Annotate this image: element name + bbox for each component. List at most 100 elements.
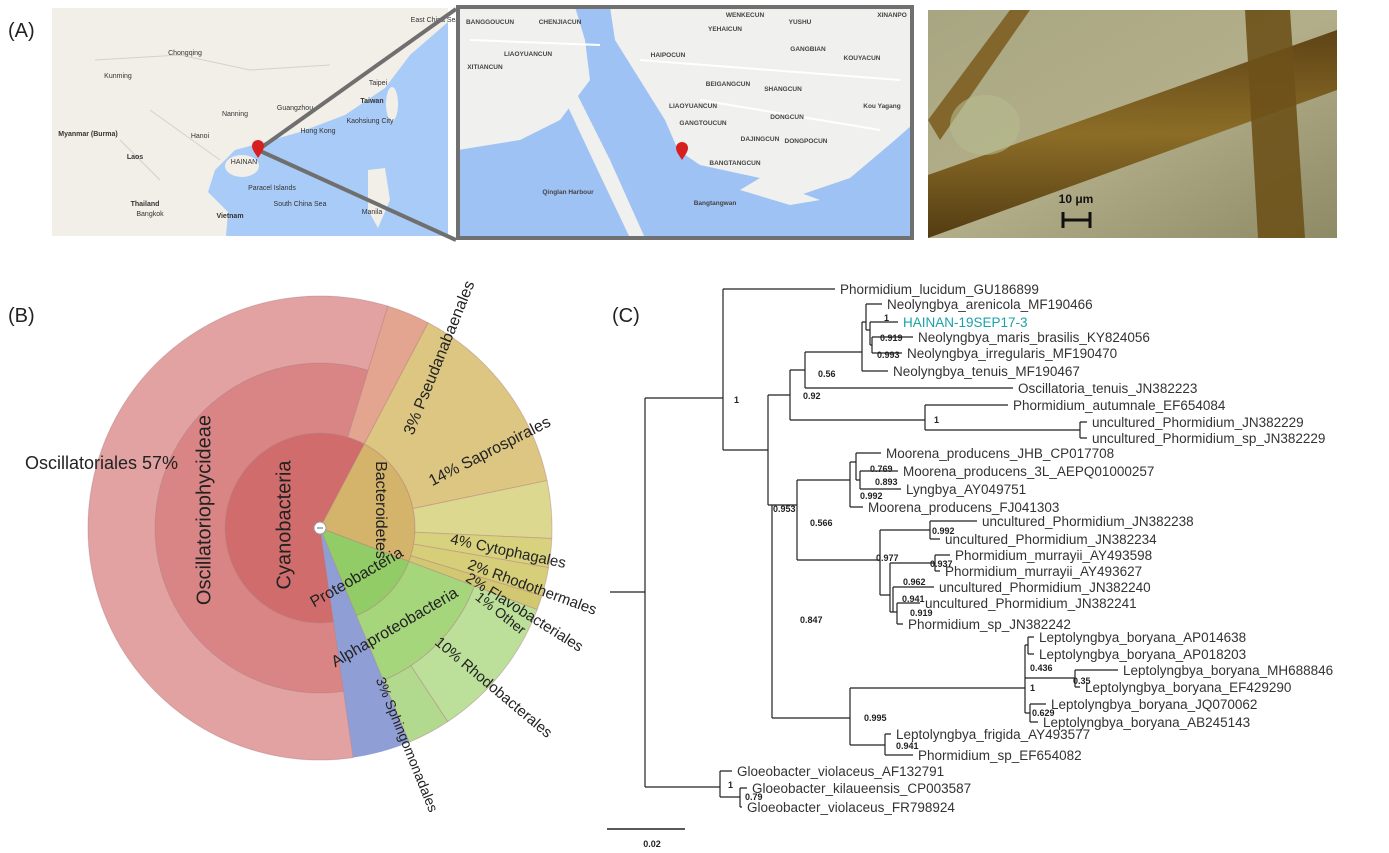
- taxon-label: Moorena_producens_FJ041303: [868, 500, 1059, 515]
- taxon-label: Phormidium_lucidum_GU186899: [840, 282, 1039, 297]
- place-label: Kaohsiung City: [346, 118, 394, 125]
- place-label: KOUYACUN: [844, 55, 881, 62]
- support-value: 0.847: [800, 615, 823, 625]
- taxon-label: Neolyngbya_irregularis_MF190470: [907, 346, 1117, 361]
- sunburst-label: Cyanobacteria: [273, 460, 295, 590]
- taxon-label: uncultured_Phormidium_JN382234: [945, 532, 1157, 547]
- place-label: Nanning: [222, 111, 248, 118]
- taxon-label: Neolyngbya_tenuis_MF190467: [893, 364, 1080, 379]
- debris: [950, 95, 1020, 155]
- support-value: 1: [884, 313, 889, 323]
- support-value: 0.566: [810, 518, 833, 528]
- support-value: 0.436: [1030, 663, 1053, 673]
- place-label: DONGPOCUN: [785, 138, 828, 145]
- place-label: Vietnam: [216, 213, 243, 220]
- tree-scale-label: 0.02: [643, 839, 661, 848]
- support-value: 0.35: [1073, 676, 1091, 686]
- place-label: XITIANCUN: [467, 64, 503, 71]
- support-value: 0.56: [818, 369, 836, 379]
- taxon-label: Oscillatoria_tenuis_JN382223: [1018, 381, 1197, 396]
- island: [386, 87, 398, 121]
- panel-label: (A): [8, 20, 35, 42]
- support-value: 0.993: [877, 350, 900, 360]
- taxon-label: Moorena_producens_3L_AEPQ01000257: [903, 464, 1154, 479]
- support-value: 1: [934, 415, 939, 425]
- place-label: SHANGCUN: [764, 86, 802, 93]
- scale-bar-label: 10 μm: [1059, 192, 1094, 206]
- support-value: 0.769: [870, 464, 893, 474]
- place-label: XINANPO: [877, 12, 907, 19]
- place-label: LIAOYUANCUN: [504, 51, 552, 58]
- place-label: Bangkok: [136, 211, 164, 218]
- micrograph: [928, 10, 1337, 238]
- taxon-label: Gloeobacter_kilaueensis_CP003587: [752, 781, 971, 796]
- taxon-label: uncultured_Phormidium_JN382241: [925, 596, 1137, 611]
- place-label: Thailand: [131, 201, 160, 208]
- place-label: Kou Yagang: [863, 103, 900, 110]
- place-label: Paracel Islands: [248, 185, 296, 192]
- place-label: South China Sea: [274, 201, 327, 208]
- support-value: 0.992: [932, 526, 955, 536]
- taxon-label: HAINAN-19SEP17-3: [903, 315, 1028, 330]
- panel-label: (B): [8, 305, 35, 327]
- place-label: Qinglan Harbour: [542, 189, 594, 196]
- place-label: BEIGANGCUN: [706, 81, 751, 88]
- taxon-label: Leptolyngbya_boryana_EF429290: [1085, 680, 1291, 695]
- taxon-label: Moorena_producens_JHB_CP017708: [886, 446, 1114, 461]
- place-label: Hong Kong: [300, 128, 335, 135]
- sunburst-label: Oscillatoriophycideae: [193, 415, 215, 605]
- taxon-label: Leptolyngbya_boryana_AP014638: [1039, 630, 1246, 645]
- taxon-label: Gloeobacter_violaceus_AF132791: [737, 764, 944, 779]
- taxon-label: Leptolyngbya_boryana_JQ070062: [1051, 697, 1257, 712]
- place-label: BANGGOUCUN: [466, 19, 514, 26]
- support-value: 0.919: [880, 333, 903, 343]
- taxon-label: uncultured_Phormidium_sp_JN382229: [1092, 431, 1325, 446]
- sunburst-label: Bacteroidetes: [372, 461, 389, 559]
- place-label: HAIPOCUN: [651, 52, 686, 59]
- support-value: 0.995: [864, 713, 887, 723]
- support-value: 0.977: [876, 553, 899, 563]
- panel-label: (C): [612, 305, 640, 327]
- support-value: 0.79: [745, 792, 763, 802]
- support-value: 0.992: [860, 491, 883, 501]
- taxon-label: Phormidium_sp_EF654082: [918, 748, 1082, 763]
- place-label: Kunming: [104, 73, 132, 80]
- place-label: BANGTANGCUN: [709, 160, 760, 167]
- taxon-label: Lyngbya_AY049751: [906, 482, 1026, 497]
- place-label: Myanmar (Burma): [58, 131, 118, 138]
- figure: (A) East China SeaKunmingChongqingNannin…: [0, 0, 1389, 848]
- place-label: Laos: [127, 154, 143, 161]
- support-value: 0.937: [930, 559, 953, 569]
- place-label: YEHAICUN: [708, 26, 742, 33]
- support-value: 0.962: [903, 577, 926, 587]
- support-value: 1: [1030, 683, 1035, 693]
- place-label: GANGBIAN: [790, 46, 826, 53]
- place-label: LIAOYUANCUN: [669, 103, 717, 110]
- place-label: YUSHU: [789, 19, 812, 26]
- support-value: 1: [734, 395, 739, 405]
- place-label: Hanoi: [191, 133, 210, 140]
- taxon-label: uncultured_Phormidium_JN382240: [939, 580, 1151, 595]
- support-value: 0.629: [1032, 708, 1055, 718]
- place-label: Manila: [362, 209, 383, 216]
- place-label: Taiwan: [360, 98, 383, 105]
- support-value: 0.953: [773, 504, 796, 514]
- place-label: WENKECUN: [726, 12, 765, 19]
- support-value: 0.941: [896, 741, 919, 751]
- place-label: HAINAN: [231, 159, 257, 166]
- taxon-label: Leptolyngbya_frigida_AY493577: [896, 727, 1090, 742]
- support-value: 0.92: [803, 391, 821, 401]
- taxon-label: Leptolyngbya_boryana_AP018203: [1039, 647, 1246, 662]
- place-label: CHENJIACUN: [539, 19, 582, 26]
- sunburst-label: Oscillatoriales 57%: [25, 453, 178, 473]
- place-label: Chongqing: [168, 50, 202, 57]
- place-label: Guangzhou: [277, 105, 313, 112]
- place-label: DONGCUN: [770, 114, 804, 121]
- place-label: Taipei: [369, 80, 388, 87]
- taxon-label: Phormidium_murrayii_AY493598: [955, 548, 1152, 563]
- taxon-label: uncultured_Phormidium_JN382229: [1092, 415, 1304, 430]
- taxon-label: Phormidium_murrayii_AY493627: [945, 564, 1142, 579]
- taxon-label: Gloeobacter_violaceus_FR798924: [747, 800, 955, 815]
- support-value: 0.893: [875, 477, 898, 487]
- place-label: DAJINGCUN: [741, 136, 780, 143]
